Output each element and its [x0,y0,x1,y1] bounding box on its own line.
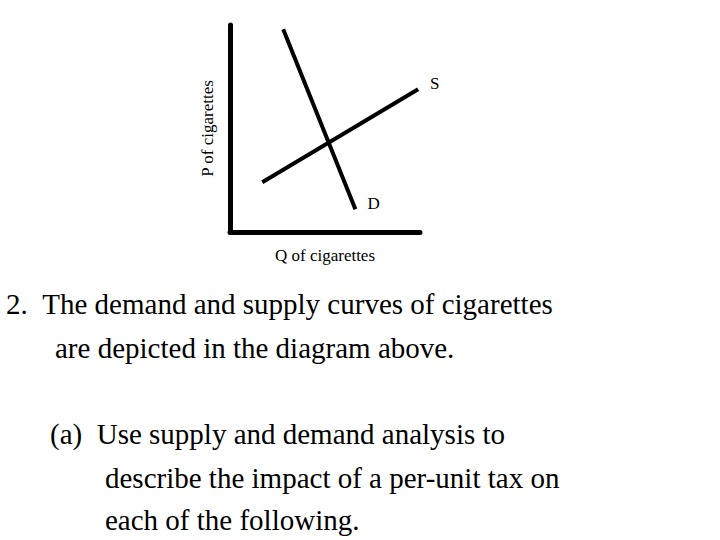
html-text:are depicted in the diagram ab: are depicted in the diagram above. [55,332,455,364]
svg-text:P of cigarettes: P of cigarettes [198,80,217,177]
html-text:(a) Use supply and demand anal: (a) Use supply and demand analysis to [50,418,505,450]
svg-text:D: D [367,194,379,213]
svg-text:S: S [430,74,439,93]
html-text:each of the following.: each of the following. [105,504,360,536]
html-text:describe the impact of a per-u: describe the impact of a per-unit tax on [105,462,560,494]
svg-text:Q of cigarettes: Q of cigarettes [275,246,375,265]
html-text:2. The demand and supply curve: 2. The demand and supply curves of cigar… [6,288,553,320]
